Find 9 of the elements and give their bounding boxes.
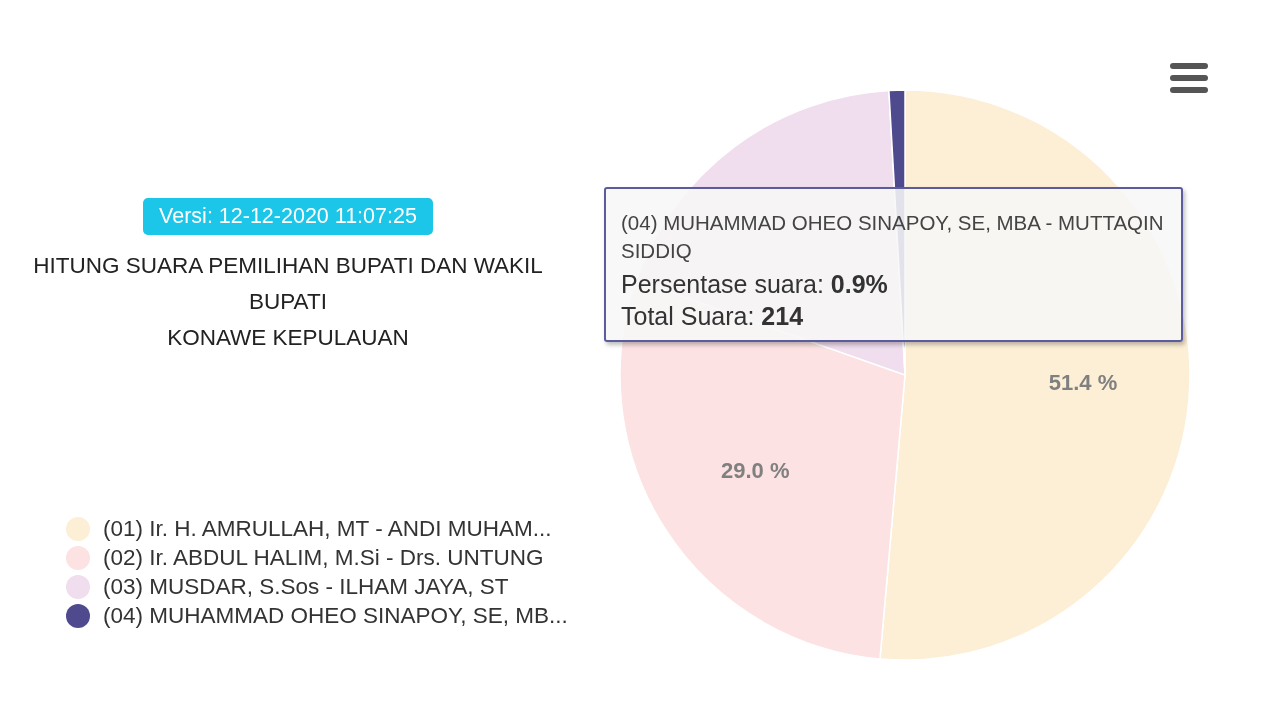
tooltip: (04) MUHAMMAD OHEO SINAPOY, SE, MBA - MUTTAQIN SIDDIQ Persentase suara: 0.9% Total Suara: 214 bbox=[604, 187, 1183, 342]
text: Versi: 12-12-2020 11:07:25 bbox=[143, 198, 433, 235]
data-label: 29.0 % bbox=[720, 458, 790, 484]
text: HITUNG SUARA PEMILIHAN BUPATI DAN WAKIL BUPATI KONAWE KEPULAUAN bbox=[32, 252, 544, 352]
data-label: 51.4 % bbox=[1048, 369, 1118, 395]
legend-label: (01) Ir. H. AMRULLAH, MT - ANDI MUHAM... bbox=[103, 516, 552, 541]
legend-label: (04) MUHAMMAD OHEO SINAPOY, SE, MB... bbox=[103, 603, 568, 628]
legend-label: (03) MUSDAR, S.Sos - ILHAM JAYA, ST bbox=[103, 574, 509, 599]
legend-label: (02) Ir. ABDUL HALIM, M.Si - Drs. UNTUNG bbox=[103, 545, 544, 570]
